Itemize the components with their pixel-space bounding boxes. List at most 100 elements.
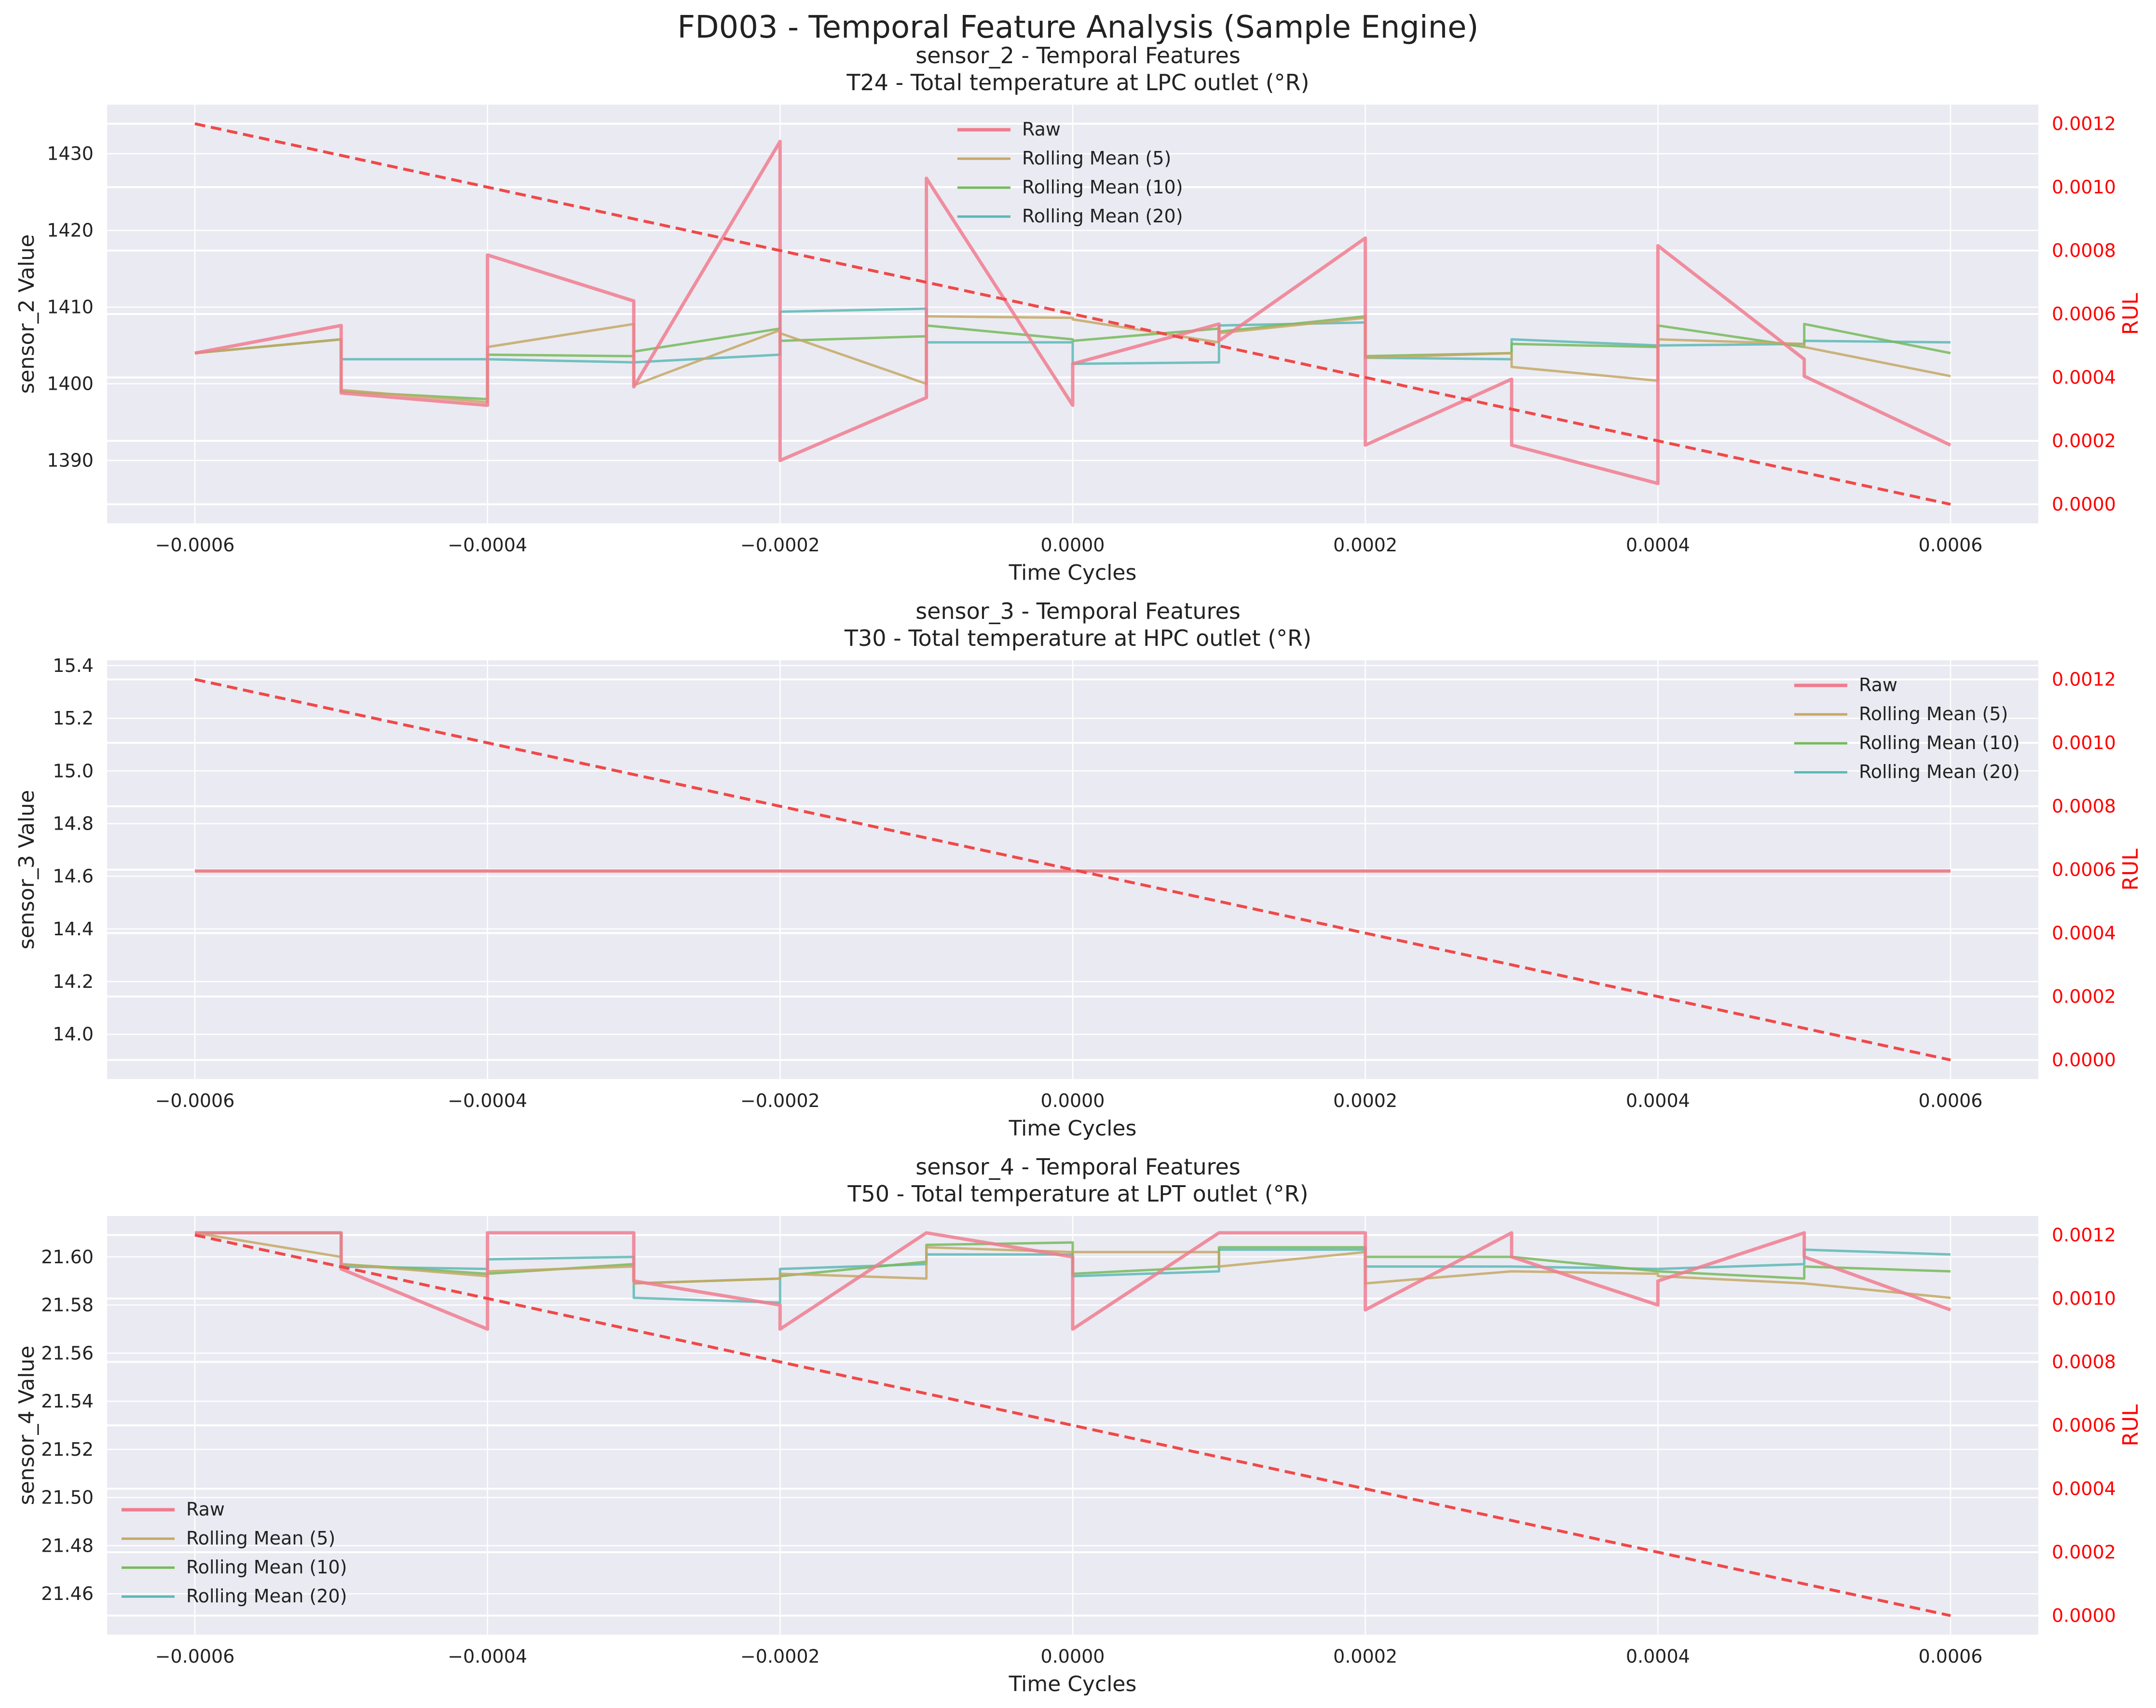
- y-tick-label: 21.60: [41, 1246, 94, 1268]
- y-tick-label: 14.4: [53, 918, 94, 940]
- y-tick-label: 14.0: [53, 1024, 94, 1045]
- y2-tick-label: 0.0000: [2052, 494, 2116, 515]
- x-axis-label: Time Cycles: [1009, 1116, 1137, 1141]
- series-line-rul: [194, 1233, 1951, 1617]
- y-tick-label: 21.48: [41, 1535, 94, 1556]
- y2-tick-label: 0.0004: [2052, 367, 2116, 388]
- y2-tick-label: 0.0000: [2052, 1605, 2116, 1626]
- legend-entry: Rolling Mean (20): [1859, 761, 2020, 782]
- y2-tick-label: 0.0006: [2052, 303, 2116, 325]
- y2-tick-label: 0.0004: [2052, 923, 2116, 944]
- y2-axis-label: RUL: [2118, 848, 2143, 891]
- x-tick-label: 0.0000: [1041, 1090, 1105, 1111]
- chart-title: sensor_4 - Temporal Features: [915, 1154, 1241, 1180]
- y2-tick-label: 0.0002: [2052, 430, 2116, 451]
- x-axis-label: Time Cycles: [1009, 560, 1137, 585]
- y-tick-label: 21.52: [41, 1439, 94, 1460]
- y2-tick-label: 0.0008: [2052, 1351, 2116, 1372]
- legend-entry: Rolling Mean (10): [1022, 177, 1183, 198]
- x-tick-label: −0.0006: [155, 534, 235, 556]
- legend-entry: Rolling Mean (10): [186, 1557, 347, 1578]
- y2-tick-label: 0.0008: [2052, 240, 2116, 261]
- x-tick-label: −0.0004: [448, 534, 527, 556]
- legend: Raw Rolling Mean (5) Rolling Mean (10) Roll…: [1794, 674, 2020, 782]
- y2-axis-label: RUL: [2118, 1404, 2143, 1447]
- x-tick-label: 0.0006: [1919, 534, 1983, 556]
- y2-tick-label: 0.0010: [2052, 177, 2116, 198]
- y-axis-label: sensor_3 Value: [14, 790, 39, 950]
- y2-axis-label: RUL: [2118, 293, 2143, 335]
- chart-subtitle: T24 - Total temperature at LPC outlet (°…: [846, 69, 1309, 96]
- y-tick-label: 1390: [47, 450, 94, 471]
- x-tick-label: −0.0006: [155, 1090, 235, 1111]
- y2-tick-label: 0.0002: [2052, 986, 2116, 1007]
- y-tick-label: 21.58: [41, 1295, 94, 1316]
- y-tick-label: 21.54: [41, 1391, 94, 1412]
- x-tick-label: 0.0002: [1333, 534, 1397, 556]
- x-tick-label: 0.0000: [1041, 534, 1105, 556]
- y2-tick-label: 0.0010: [2052, 1288, 2116, 1309]
- x-tick-label: 0.0006: [1919, 1090, 1983, 1111]
- series-group: [194, 678, 1951, 1062]
- y-axis-label: sensor_2 Value: [14, 234, 39, 394]
- x-tick-label: −0.0006: [155, 1646, 235, 1667]
- legend-entry: Raw: [186, 1499, 225, 1520]
- y-tick-label: 1400: [47, 373, 94, 395]
- y2-tick-label: 0.0010: [2052, 732, 2116, 753]
- y-tick-label: 1420: [47, 220, 94, 241]
- series-line-raw: [194, 139, 1951, 485]
- y2-tick-label: 0.0012: [2052, 669, 2116, 690]
- legend-entry: Raw: [1859, 674, 1897, 696]
- series-line-rul: [194, 122, 1951, 506]
- legend: Raw Rolling Mean (5) Rolling Mean (10) Roll…: [122, 1499, 347, 1607]
- x-tick-label: 0.0006: [1919, 1646, 1983, 1667]
- x-tick-label: 0.0004: [1626, 1646, 1690, 1667]
- chart-panel-2: −0.0006 −0.0004 −0.0002 0.0000 0.0002 0.0004 0…: [14, 598, 2143, 1141]
- series-group: [194, 122, 1951, 506]
- y2-tick-label: 0.0006: [2052, 859, 2116, 880]
- legend-entry: Rolling Mean (10): [1859, 732, 2020, 753]
- y-tick-label: 1410: [47, 297, 94, 318]
- x-tick-label: −0.0004: [448, 1646, 527, 1667]
- chart-subtitle: T30 - Total temperature at HPC outlet (°…: [844, 625, 1311, 651]
- x-axis-label: Time Cycles: [1009, 1672, 1137, 1696]
- chart-title: sensor_2 - Temporal Features: [915, 42, 1241, 68]
- x-tick-label: 0.0002: [1333, 1090, 1397, 1111]
- series-line-rul: [194, 678, 1951, 1062]
- x-tick-label: −0.0004: [448, 1090, 527, 1111]
- x-tick-label: −0.0002: [740, 1646, 820, 1667]
- y2-tick-label: 0.0006: [2052, 1415, 2116, 1436]
- x-tick-label: −0.0002: [740, 534, 820, 556]
- chart-subtitle: T50 - Total temperature at LPT outlet (°…: [847, 1181, 1308, 1207]
- y2-tick-label: 0.0012: [2052, 1224, 2116, 1245]
- legend-entry: Rolling Mean (5): [1022, 148, 1171, 169]
- y-tick-label: 15.2: [53, 708, 94, 729]
- x-tick-label: 0.0004: [1626, 1090, 1690, 1111]
- y-tick-label: 15.0: [53, 760, 94, 781]
- y-tick-label: 14.8: [53, 813, 94, 834]
- figure-suptitle: FD003 - Temporal Feature Analysis (Sampl…: [677, 10, 1478, 45]
- legend-entry: Rolling Mean (5): [1859, 703, 2008, 724]
- y2-tick-label: 0.0012: [2052, 113, 2116, 134]
- legend-entry: Raw: [1022, 119, 1061, 140]
- y-tick-label: 21.46: [41, 1583, 94, 1604]
- y2-tick-label: 0.0000: [2052, 1050, 2116, 1071]
- chart-title: sensor_3 - Temporal Features: [915, 598, 1241, 624]
- y-tick-label: 15.4: [53, 655, 94, 676]
- y2-tick-label: 0.0002: [2052, 1542, 2116, 1563]
- chart-panel-3: −0.0006 −0.0004 −0.0002 0.0000 0.0002 0.0004 0…: [14, 1154, 2143, 1696]
- series-line-raw: [195, 1231, 1951, 1331]
- y2-tick-label: 0.0008: [2052, 795, 2116, 817]
- y-tick-label: 1430: [47, 143, 94, 164]
- x-tick-label: −0.0002: [740, 1090, 820, 1111]
- y-axis-label: sensor_4 Value: [14, 1346, 39, 1505]
- y-tick-label: 21.56: [41, 1342, 94, 1364]
- x-tick-label: 0.0000: [1041, 1646, 1105, 1667]
- legend: Raw Rolling Mean (5) Rolling Mean (10) Roll…: [957, 119, 1183, 227]
- x-tick-label: 0.0002: [1333, 1646, 1397, 1667]
- legend-entry: Rolling Mean (5): [186, 1528, 335, 1549]
- y2-tick-label: 0.0004: [2052, 1478, 2116, 1500]
- y-tick-label: 21.50: [41, 1487, 94, 1508]
- y-tick-label: 14.6: [53, 866, 94, 887]
- legend-entry: Rolling Mean (20): [1022, 205, 1183, 227]
